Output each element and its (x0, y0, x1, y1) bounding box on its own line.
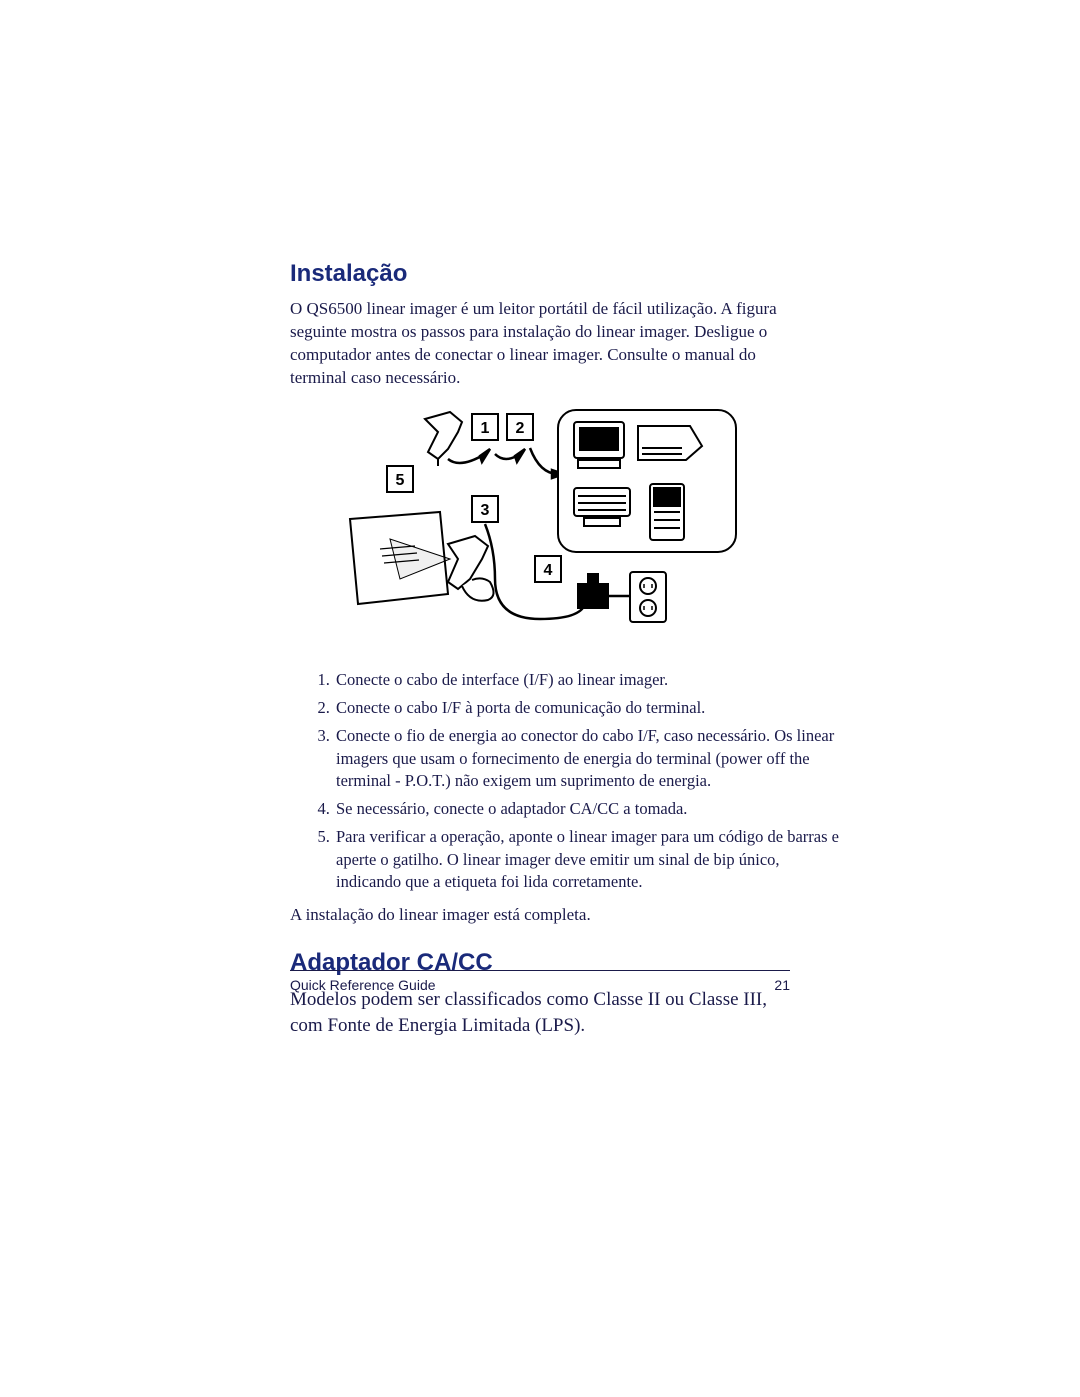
cable-top (448, 448, 564, 478)
intro-paragraph: O QS6500 linear imager é um leitor portá… (290, 298, 800, 390)
page-number: 21 (774, 977, 790, 993)
scan-target-icon (350, 512, 450, 604)
step-item: Conecte o cabo I/F à porta de comunicaçã… (334, 697, 844, 719)
step-label-1: 1 (472, 414, 498, 440)
footer-title: Quick Reference Guide (290, 977, 436, 993)
svg-text:2: 2 (516, 420, 525, 437)
installation-steps: Conecte o cabo de interface (I/F) ao lin… (290, 669, 844, 893)
power-supply-icon (578, 574, 630, 608)
step-item: Para verificar a operação, aponte o line… (334, 826, 844, 893)
scanner-icon (425, 412, 462, 466)
closing-paragraph: A instalação do linear imager está compl… (290, 905, 930, 925)
wall-outlet-icon (630, 572, 666, 622)
svg-text:5: 5 (396, 472, 405, 489)
adaptador-paragraph: Modelos podem ser classificados como Cla… (290, 987, 800, 1038)
svg-text:3: 3 (481, 502, 490, 519)
step-label-4: 4 (535, 556, 561, 582)
heading-instalacao: Instalação (290, 260, 930, 288)
page: Instalação O QS6500 linear imager é um l… (0, 0, 1080, 1397)
step-item: Se necessário, conecte o adaptador CA/CC… (334, 798, 844, 820)
installation-diagram: 1 2 (330, 404, 750, 649)
terminals-group-icon (558, 410, 736, 552)
hand-scanner-icon (448, 536, 494, 601)
step-item: Conecte o fio de energia ao conector do … (334, 725, 844, 792)
step-label-3: 3 (472, 496, 498, 522)
page-footer: Quick Reference Guide 21 (290, 970, 790, 993)
svg-text:1: 1 (481, 420, 490, 437)
step-label-5: 5 (387, 466, 413, 492)
step-item: Conecte o cabo de interface (I/F) ao lin… (334, 669, 844, 691)
svg-text:4: 4 (544, 562, 553, 579)
step-label-2: 2 (507, 414, 533, 440)
